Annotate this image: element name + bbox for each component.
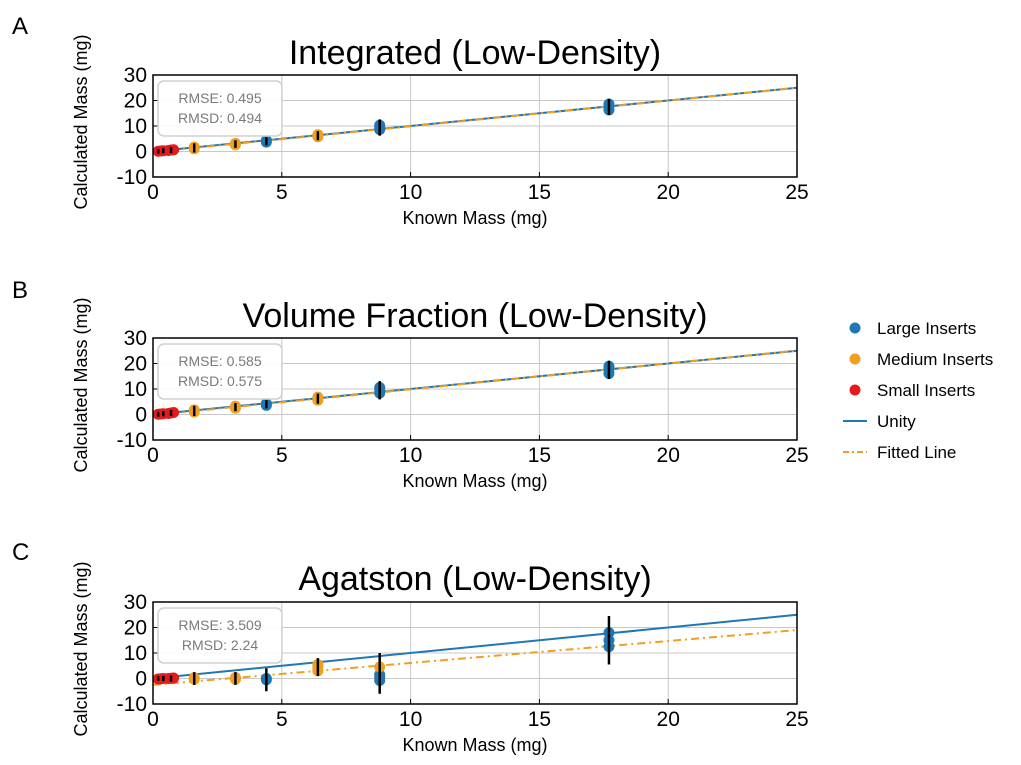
y-tick-label: 20 bbox=[124, 353, 147, 376]
x-tick-label: 0 bbox=[147, 444, 159, 467]
y-tick-label: 20 bbox=[124, 617, 147, 640]
chart-title: Agatston (Low-Density) bbox=[298, 560, 651, 598]
unity-line bbox=[153, 86, 797, 153]
y-tick-label: -10 bbox=[117, 693, 147, 716]
small-inserts-point bbox=[168, 672, 180, 684]
x-tick-label: 5 bbox=[276, 708, 288, 731]
chart-panel-a: A Integrated (Low-Density) 0 5 10 15 20 25 -100 1… bbox=[12, 13, 809, 228]
x-tick-label: 5 bbox=[276, 181, 288, 204]
small-inserts-point bbox=[168, 144, 180, 156]
legend-small-inserts-label: Small Inserts bbox=[877, 381, 975, 400]
chart-panel-b: B Volume Fraction (Low-Density) 0 5 10 15 20 25… bbox=[12, 277, 809, 491]
y-tick-label: -10 bbox=[117, 166, 147, 189]
y-axis-label: Calculated Mass (mg) bbox=[71, 561, 91, 736]
y-tick-label: 10 bbox=[124, 115, 147, 138]
y-tick-label: 10 bbox=[124, 642, 147, 665]
y-tick-label: 0 bbox=[135, 141, 147, 164]
x-tick-label: 20 bbox=[657, 181, 680, 204]
y-tick-label: 30 bbox=[124, 591, 147, 614]
plot-frame bbox=[152, 337, 798, 441]
y-tick-label: -10 bbox=[117, 429, 147, 452]
x-tick-label: 0 bbox=[147, 181, 159, 204]
plot-area bbox=[153, 349, 797, 420]
y-tick-label: 0 bbox=[135, 668, 147, 691]
stats-box bbox=[157, 343, 283, 400]
y-tick-label: 30 bbox=[124, 64, 147, 87]
legend-unity-label: Unity bbox=[877, 412, 916, 431]
x-tick-label: 10 bbox=[399, 444, 422, 467]
x-tick-label: 0 bbox=[147, 708, 159, 731]
x-tick-label: 10 bbox=[399, 708, 422, 731]
rmse-label: RMSE: 3.509 bbox=[178, 617, 261, 633]
legend-medium-inserts-marker bbox=[849, 353, 861, 365]
plot-area bbox=[153, 613, 797, 694]
panel-letter: A bbox=[12, 13, 28, 40]
x-axis-label: Known Mass (mg) bbox=[402, 471, 547, 491]
x-tick-label: 15 bbox=[528, 708, 551, 731]
legend-small-inserts-marker bbox=[849, 384, 861, 396]
plot-frame bbox=[152, 601, 798, 705]
x-tick-label: 25 bbox=[785, 708, 808, 731]
y-axis-label: Calculated Mass (mg) bbox=[71, 34, 91, 209]
legend-large-inserts-label: Large Inserts bbox=[877, 319, 976, 338]
rmse-label: RMSE: 0.585 bbox=[178, 353, 261, 369]
y-tick-label: 0 bbox=[135, 404, 147, 427]
y-tick-label: 30 bbox=[124, 327, 147, 350]
legend: Large Inserts Medium Inserts Small Inserts… bbox=[843, 319, 993, 462]
x-tick-label: 15 bbox=[528, 181, 551, 204]
plot-area bbox=[153, 86, 797, 157]
x-tick-label: 5 bbox=[276, 444, 288, 467]
chart-title: Integrated (Low-Density) bbox=[289, 34, 661, 72]
y-tick-label: 20 bbox=[124, 90, 147, 113]
panel-letter: B bbox=[12, 277, 28, 304]
rmsd-label: RMSD: 2.24 bbox=[182, 637, 258, 653]
x-tick-label: 25 bbox=[785, 181, 808, 204]
legend-large-inserts-marker bbox=[849, 322, 861, 334]
rmse-label: RMSE: 0.495 bbox=[178, 90, 261, 106]
small-inserts-point bbox=[168, 406, 180, 418]
x-tick-label: 20 bbox=[657, 444, 680, 467]
stats-box bbox=[157, 80, 283, 137]
y-tick-label: 10 bbox=[124, 378, 147, 401]
x-axis-label: Known Mass (mg) bbox=[402, 208, 547, 228]
x-axis-label: Known Mass (mg) bbox=[402, 735, 547, 755]
rmsd-label: RMSD: 0.494 bbox=[178, 110, 262, 126]
unity-line bbox=[153, 349, 797, 416]
legend-medium-inserts-label: Medium Inserts bbox=[877, 350, 993, 369]
unity-line bbox=[153, 613, 797, 680]
y-axis-label: Calculated Mass (mg) bbox=[71, 297, 91, 472]
legend-fitted-line-label: Fitted Line bbox=[877, 443, 956, 462]
x-tick-label: 20 bbox=[657, 708, 680, 731]
panel-letter: C bbox=[12, 539, 29, 566]
chart-title: Volume Fraction (Low-Density) bbox=[243, 297, 708, 335]
x-tick-label: 15 bbox=[528, 444, 551, 467]
plot-frame bbox=[152, 74, 798, 178]
stats-box bbox=[157, 607, 283, 664]
x-tick-label: 25 bbox=[785, 444, 808, 467]
x-tick-label: 10 bbox=[399, 181, 422, 204]
rmsd-label: RMSD: 0.575 bbox=[178, 373, 262, 389]
